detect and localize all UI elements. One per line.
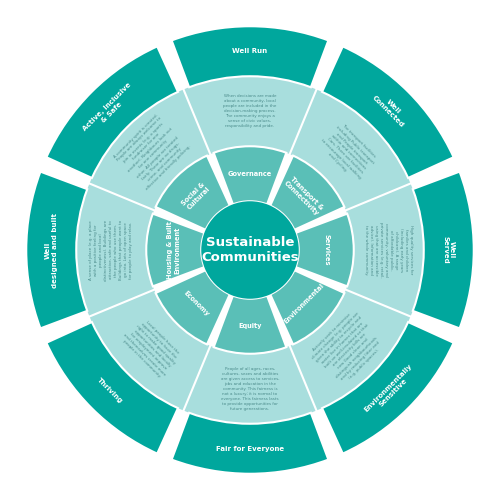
Wedge shape <box>270 156 344 230</box>
Text: Equity: Equity <box>238 324 262 329</box>
Wedge shape <box>172 412 328 474</box>
Wedge shape <box>146 214 204 286</box>
Wedge shape <box>296 214 354 286</box>
Wedge shape <box>76 76 424 424</box>
Wedge shape <box>172 26 328 88</box>
Text: Fair for Everyone: Fair for Everyone <box>216 446 284 452</box>
Wedge shape <box>201 201 299 298</box>
Text: Local people have the
opportunity to have the
right to make good quality
opportu: Local people have the opportunity to hav… <box>119 316 184 381</box>
Text: Social &
Cultural: Social & Cultural <box>181 181 212 212</box>
Wedge shape <box>26 172 88 328</box>
Text: Governance: Governance <box>228 171 272 177</box>
Wedge shape <box>322 322 454 454</box>
Wedge shape <box>156 270 230 344</box>
Text: Actively seek to minimise
climate change (e.g. people are
given the ability to r: Actively seek to minimise climate change… <box>308 308 388 388</box>
Text: Active, Inclusive
& Safe: Active, Inclusive & Safe <box>82 82 137 137</box>
Text: Transport &
Connectivity: Transport & Connectivity <box>283 175 325 217</box>
Text: Thriving: Thriving <box>96 376 124 404</box>
Text: A sense of place (e.g. a place
with a positive feeling for
people and local
dist: A sense of place (e.g. a place with a po… <box>89 220 134 280</box>
Text: Well
Connected: Well Connected <box>371 90 410 129</box>
Wedge shape <box>46 322 178 454</box>
Wedge shape <box>270 270 344 344</box>
Text: Well
Served: Well Served <box>442 236 455 264</box>
Wedge shape <box>156 156 230 230</box>
Text: The transport facilities
including Public transport
and People transport
within : The transport facilities including Publi… <box>316 120 380 184</box>
Text: People of all ages, races,
cultures, sexes and abilities
are given access to ser: People of all ages, races, cultures, sex… <box>221 366 279 411</box>
Wedge shape <box>322 46 454 178</box>
Text: Well
designed and built: Well designed and built <box>45 212 58 288</box>
Text: Housing & Built
Environment: Housing & Built Environment <box>167 221 180 279</box>
Text: Services: Services <box>323 234 329 266</box>
Text: Economy: Economy <box>182 290 210 318</box>
Text: Sustainable
Communities: Sustainable Communities <box>201 236 299 264</box>
Wedge shape <box>214 146 286 204</box>
Wedge shape <box>214 296 286 354</box>
Text: When decisions are made
about a community, local
people are included in the
deci: When decisions are made about a communit… <box>224 94 276 128</box>
Text: A community spirit is created.
People are always welcome to
join in events (e.g.: A community spirit is created. People ar… <box>112 112 191 191</box>
Wedge shape <box>46 46 178 178</box>
Text: High quality services for
families and children
(including early years
childcare: High quality services for families and c… <box>364 222 414 278</box>
Text: Environmentally
Sensitive: Environmentally Sensitive <box>363 363 418 418</box>
Text: Environmental: Environmental <box>282 282 325 325</box>
Text: Well Run: Well Run <box>232 48 268 54</box>
Wedge shape <box>412 172 474 328</box>
